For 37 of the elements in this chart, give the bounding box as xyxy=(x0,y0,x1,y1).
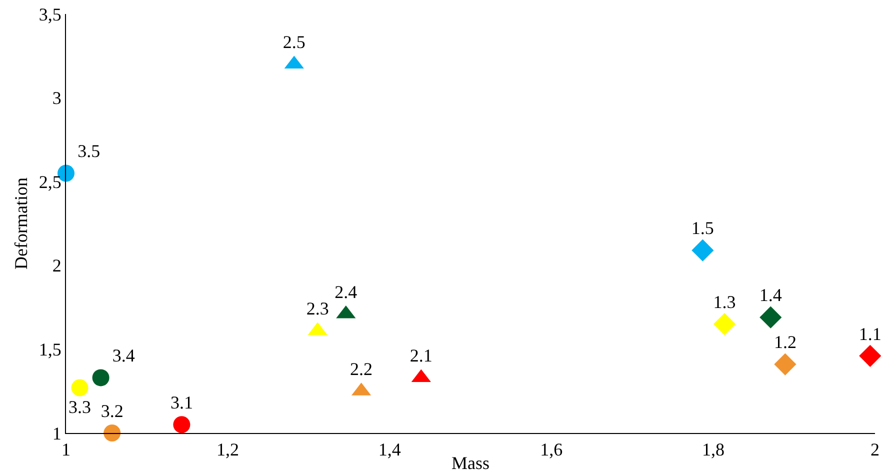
point xyxy=(92,369,110,386)
x-tick-label: 2 xyxy=(870,440,880,460)
point xyxy=(713,313,736,336)
x-axis-title: Mass xyxy=(451,453,490,473)
series-label: 3.1 xyxy=(170,392,193,412)
series-label: 3.3 xyxy=(68,396,91,417)
series-label: 2.1 xyxy=(410,346,432,366)
x-tick-label: 1,2 xyxy=(216,440,240,460)
y-axis-title: Deformation xyxy=(11,178,32,270)
series-label: 2.2 xyxy=(350,358,373,379)
point xyxy=(173,416,190,434)
y-tick-label: 3 xyxy=(52,88,62,108)
point xyxy=(774,353,796,376)
series-label: 3.5 xyxy=(78,141,100,162)
y-tick-label: 1 xyxy=(52,423,62,444)
series-label: 1.4 xyxy=(759,285,782,306)
x-tick-label: 1,8 xyxy=(702,440,724,460)
series-label: 1.5 xyxy=(691,218,714,238)
y-tick-label: 2,5 xyxy=(38,172,62,192)
point xyxy=(760,306,782,328)
series-label: 2.5 xyxy=(282,32,306,52)
series-label: 1.3 xyxy=(713,292,736,312)
x-tick-label: 1,4 xyxy=(378,440,401,460)
y-tick-label: 2 xyxy=(52,256,62,276)
series-label: 2.3 xyxy=(306,298,329,319)
series-label: 3.2 xyxy=(100,400,124,421)
y-tick-label: 3,5 xyxy=(38,4,62,24)
point xyxy=(104,424,121,442)
series-label: 1.2 xyxy=(774,332,796,352)
series-label: 1.1 xyxy=(858,324,882,344)
x-tick-label: 1,6 xyxy=(540,440,563,460)
point xyxy=(859,344,882,367)
point xyxy=(71,379,88,396)
y-tick-label: 1,5 xyxy=(38,340,62,360)
series-label: 3.4 xyxy=(112,346,135,366)
point xyxy=(692,239,714,262)
series-label: 2.4 xyxy=(334,282,358,302)
